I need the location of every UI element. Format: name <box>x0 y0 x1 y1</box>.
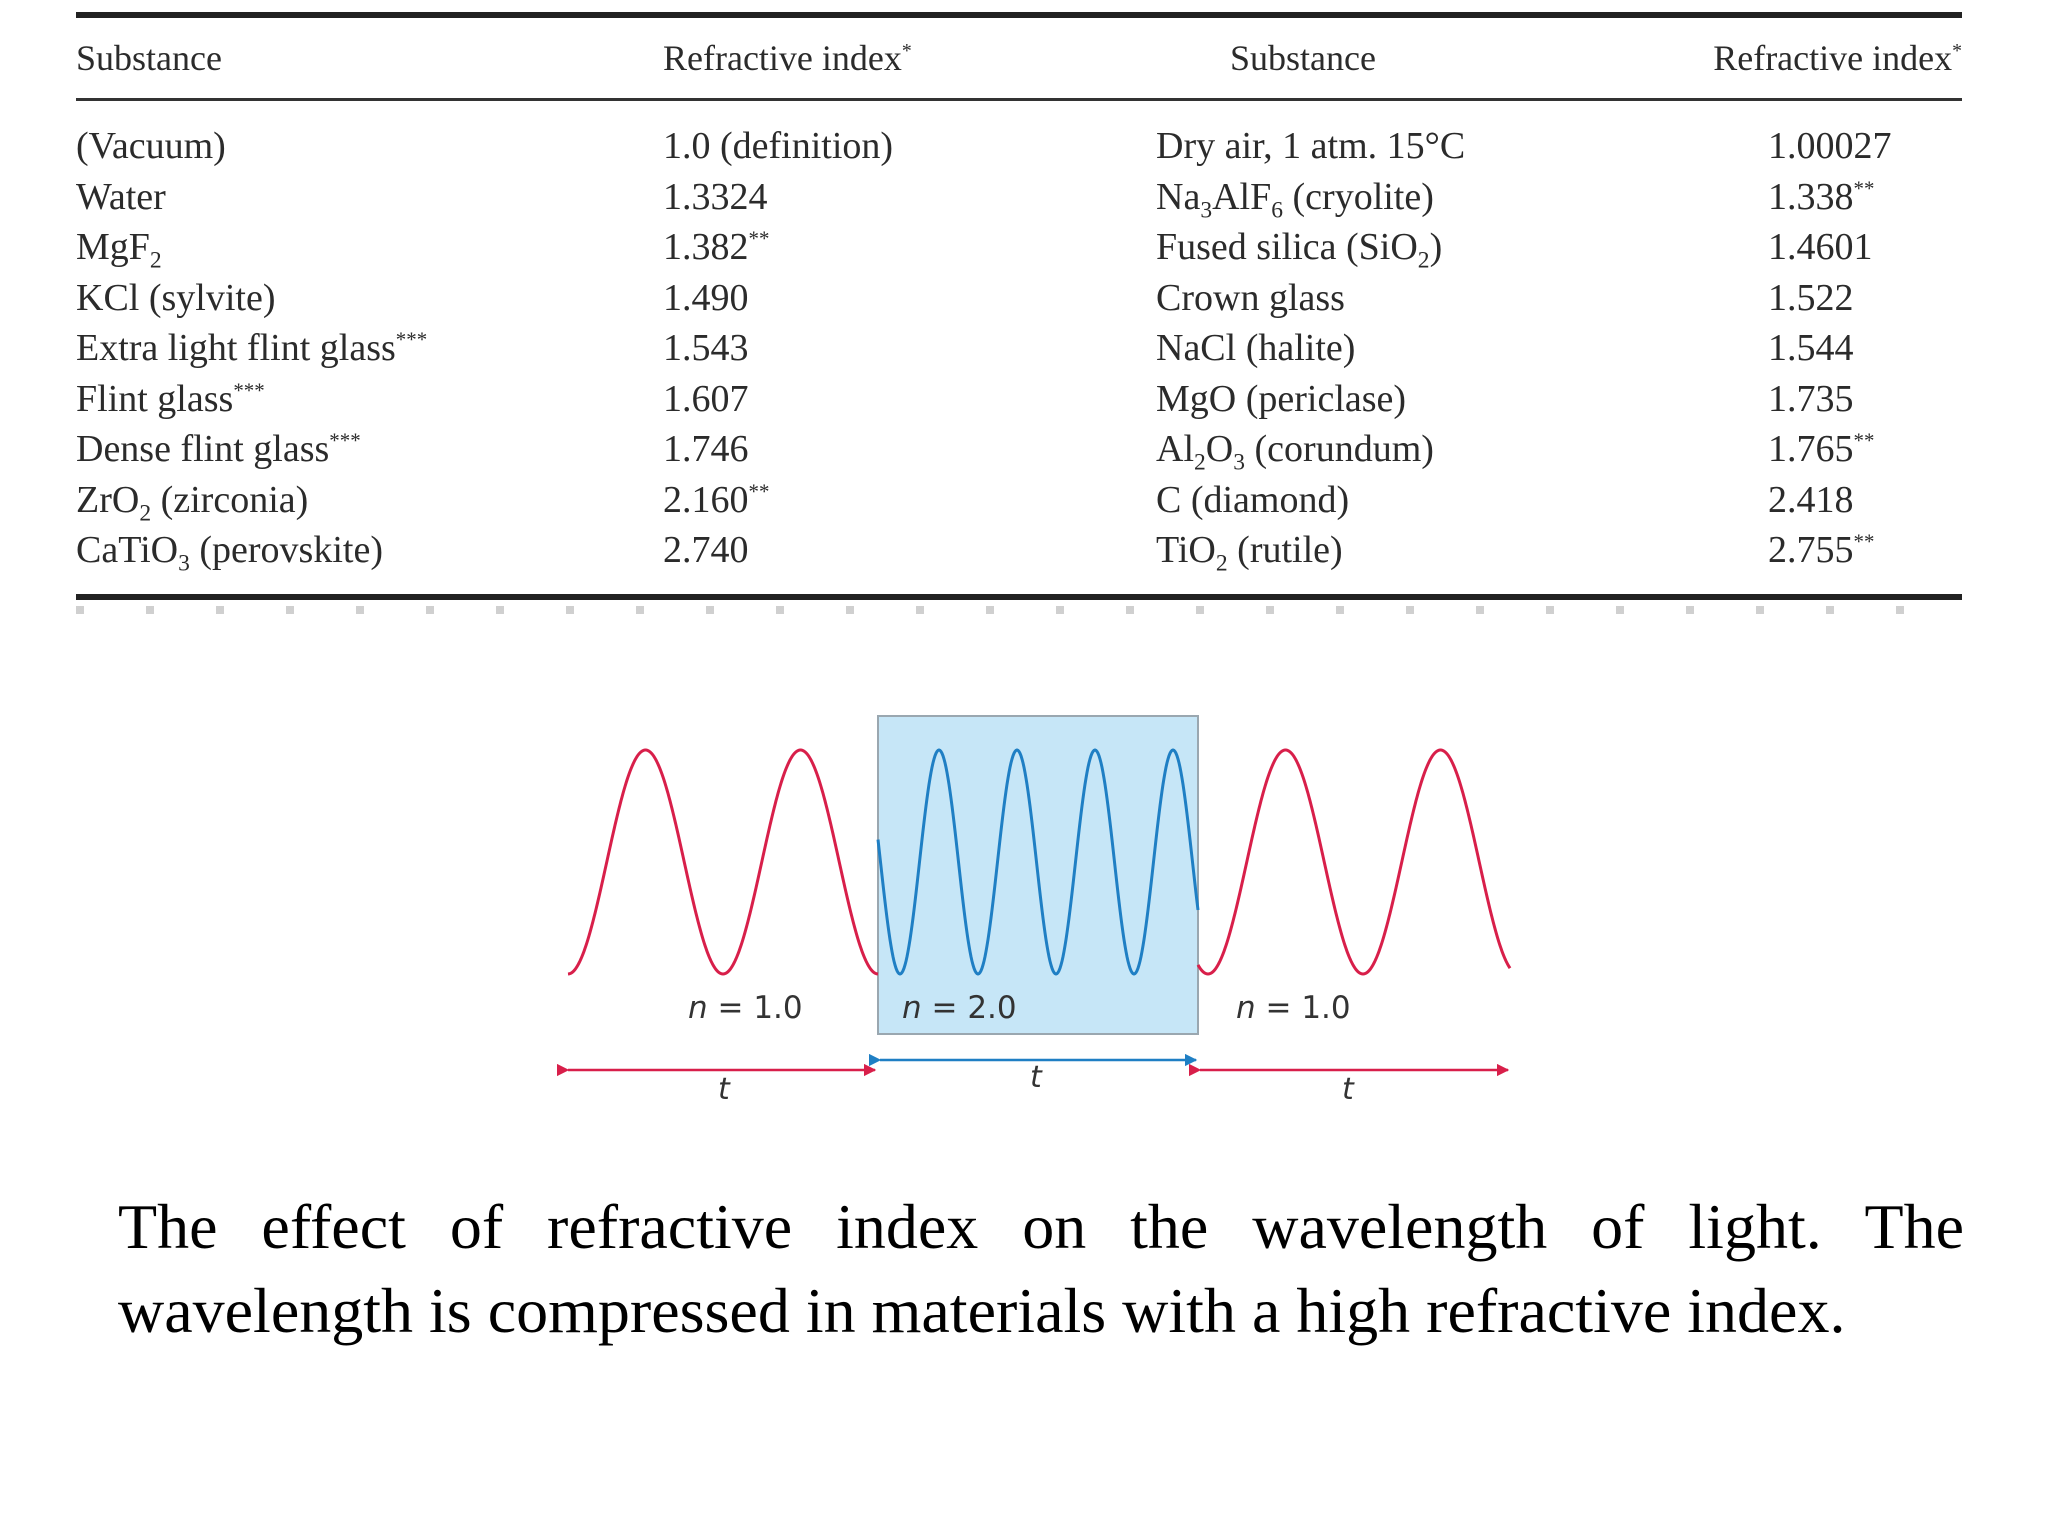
medium-slab <box>877 715 1199 1035</box>
thickness-label-left: t <box>718 1072 730 1107</box>
thickness-label-right: t <box>1342 1072 1354 1107</box>
header-refractive-index-2: Refractive index* <box>1713 38 1962 78</box>
table-row: Extra light flint glass*** 1.543 NaCl (hal… <box>76 323 1962 374</box>
substance-name: Fused silica (SiO2) <box>1156 226 1443 274</box>
figure-caption: The effect of refractive index on the wa… <box>118 1191 1964 1346</box>
header-substance-1: Substance <box>76 38 222 78</box>
refractive-index-value: 1.382** <box>663 226 770 269</box>
substance-name: Extra light flint glass*** <box>76 327 428 370</box>
refractive-index-value: 1.735 <box>1768 377 1854 420</box>
refractive-index-value: 1.4601 <box>1768 226 1873 269</box>
header-refractive-index-1: Refractive index* <box>663 38 912 78</box>
table-top-rule <box>76 12 1962 18</box>
footnote-strip <box>76 605 1962 614</box>
substance-name: Dense flint glass*** <box>76 428 361 471</box>
substance-name: Water <box>76 175 166 218</box>
substance-name: ZrO2 (zirconia) <box>76 478 309 527</box>
table-row: ZrO2 (zirconia) 2.160** C (diamond) 2.418 <box>76 475 1962 527</box>
refractive-index-value: 1.765** <box>1768 428 1875 471</box>
refractive-index-value: 1.543 <box>663 327 749 370</box>
refractive-index-value: 1.607 <box>663 377 749 420</box>
table-row: Water 1.3324 Na3AlF6 (cryolite) 1.338** <box>76 172 1962 224</box>
substance-name: MgF2 <box>76 226 162 274</box>
index-label-middle: n = 2.0 <box>902 990 1017 1026</box>
refractive-index-value: 1.0 (definition) <box>663 125 894 168</box>
refractive-index-value: 1.544 <box>1768 327 1854 370</box>
substance-name: CaTiO3 (perovskite) <box>76 529 383 577</box>
table-body: (Vacuum) 1.0 (definition) Dry air, 1 atm. … <box>76 101 1962 594</box>
substance-name: (Vacuum) <box>76 125 226 168</box>
substance-name: KCl (sylvite) <box>76 276 276 319</box>
refractive-index-value: 1.746 <box>663 428 749 471</box>
refractive-index-value: 2.160** <box>663 478 770 521</box>
table-header-row: Substance Refractive index* Substance Re… <box>76 18 1962 98</box>
table-row: (Vacuum) 1.0 (definition) Dry air, 1 atm. … <box>76 121 1962 172</box>
refractive-index-value: 1.522 <box>1768 276 1854 319</box>
table-header-rule <box>76 98 1962 101</box>
table-row: Dense flint glass*** 1.746 Al2O3 (corundum… <box>76 424 1962 476</box>
substance-name: Flint glass*** <box>76 377 265 420</box>
refractive-index-value: 1.3324 <box>663 175 768 218</box>
wave-middle <box>876 748 1200 976</box>
refractive-index-value: 2.755** <box>1768 529 1875 572</box>
thickness-label-middle: t <box>1030 1060 1042 1095</box>
index-label-left: n = 1.0 <box>688 990 803 1026</box>
substance-name: Crown glass <box>1156 276 1345 319</box>
refractive-index-value: 2.418 <box>1768 478 1854 521</box>
wave-right <box>1196 748 1512 976</box>
refractive-index-table: Substance Refractive index* Substance Re… <box>76 12 1962 614</box>
header-substance-2: Substance <box>1230 38 1376 78</box>
substance-name: MgO (periclase) <box>1156 377 1407 420</box>
refractive-index-value: 2.740 <box>663 529 749 572</box>
table: Substance Refractive index* Substance Re… <box>76 18 1962 98</box>
table-bottom-rule <box>76 593 1962 600</box>
table-row: MgF2 1.382** Fused silica (SiO2) 1.4601 <box>76 222 1962 274</box>
index-label-right: n = 1.0 <box>1236 990 1351 1026</box>
substance-name: TiO2 (rutile) <box>1156 529 1343 577</box>
refractive-index-value: 1.490 <box>663 276 749 319</box>
wave-left <box>567 748 879 976</box>
substance-name: Dry air, 1 atm. 15°C <box>1156 125 1466 168</box>
substance-name: Al2O3 (corundum) <box>1156 428 1434 476</box>
substance-name: C (diamond) <box>1156 478 1350 521</box>
table-row: KCl (sylvite) 1.490 Crown glass 1.522 <box>76 273 1962 324</box>
table-row: CaTiO3 (perovskite) 2.740 TiO2 (rutile) 2.7… <box>76 525 1962 577</box>
table-row: Flint glass*** 1.607 MgO (periclase) 1.735 <box>76 374 1962 425</box>
substance-name: NaCl (halite) <box>1156 327 1356 370</box>
refractive-index-value: 1.00027 <box>1768 125 1892 168</box>
refractive-index-value: 1.338** <box>1768 175 1875 218</box>
substance-name: Na3AlF6 (cryolite) <box>1156 175 1434 224</box>
